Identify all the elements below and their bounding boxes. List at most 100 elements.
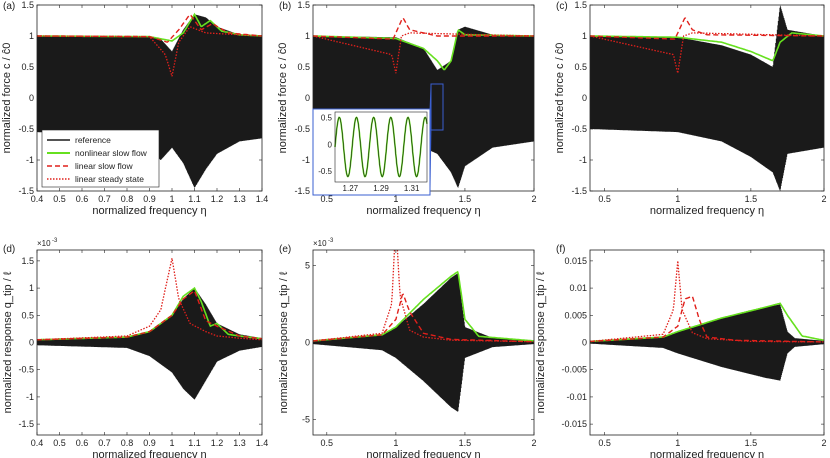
inset-y-tick-label: -0.5	[318, 167, 332, 176]
y-tick-label: -0.5	[571, 124, 587, 134]
series-linear-steady-state	[590, 32, 824, 74]
x-tick-label: 0.7	[98, 438, 111, 448]
x-tick-label: 1.3	[233, 194, 246, 204]
x-tick-label: 2	[821, 438, 826, 448]
inset-axes	[334, 111, 428, 183]
zoom-connector	[429, 83, 432, 110]
x-tick-label: 0.5	[598, 438, 611, 448]
panel-letter: (e)	[279, 244, 291, 255]
y-tick-label: 1.5	[574, 0, 587, 10]
y-tick-label: -1	[302, 155, 310, 165]
series-reference	[37, 288, 262, 400]
x-tick-label: 2	[531, 194, 536, 204]
x-tick-label: 1.5	[459, 194, 472, 204]
panel-letter: (c)	[556, 1, 568, 12]
series-linear-slow-flow	[590, 295, 824, 343]
x-tick-label: 1.2	[211, 194, 224, 204]
x-tick-label: 0.5	[321, 438, 334, 448]
legend-label: linear slow flow	[75, 161, 133, 171]
series-nonlinear-slow-flow	[590, 32, 824, 62]
x-axis-label: normalized frequency η	[92, 449, 206, 458]
plot-area	[37, 12, 262, 188]
x-tick-label: 0.6	[76, 194, 89, 204]
panel-e: (e) 0.5 1 1.5 2 -5 0 5 ×10 -3 normalized frequency…	[278, 238, 537, 458]
x-tick-label: 2	[531, 438, 536, 448]
y-tick-label: 0.5	[21, 310, 34, 320]
scale-note-exponent: -3	[328, 238, 334, 244]
panel-f: (f) 0.5 1 1.5 2 -0.015 -0.01 -0.005 0 0.005 0.01 0.…	[535, 244, 827, 458]
x-tick-label: 1.5	[459, 438, 472, 448]
axes-frame	[36, 4, 263, 192]
axes-frame	[36, 249, 263, 436]
y-tick-label: -0.005	[561, 365, 587, 375]
x-tick-label: 1.2	[211, 438, 224, 448]
y-tick-label: 0.5	[574, 62, 587, 72]
y-axis-label: normalized response q_tip / ℓ	[2, 271, 14, 413]
x-axis-label: normalized frequency η	[366, 449, 480, 458]
plot-area	[313, 250, 534, 412]
y-tick-label: -1	[26, 392, 34, 402]
x-axis-label: normalized frequency η	[650, 205, 764, 217]
y-tick-label: 1	[29, 283, 34, 293]
x-tick-label: 1.5	[745, 194, 758, 204]
axes-frame	[589, 249, 825, 436]
y-tick-label: -0.01	[566, 392, 587, 402]
x-axis-label: normalized frequency η	[366, 205, 480, 217]
plot-area	[590, 260, 824, 381]
y-tick-label: 0	[582, 338, 587, 348]
inset-x-tick-label: 1.31	[404, 184, 420, 193]
y-axis-label: normalized force c / ĉ0	[1, 43, 13, 154]
x-tick-label: 0.9	[143, 194, 156, 204]
inset-x-tick-label: 1.27	[343, 184, 359, 193]
axes-frame	[312, 249, 535, 436]
y-tick-label: 0.015	[564, 256, 587, 266]
y-tick-label: -1.5	[18, 419, 34, 429]
y-tick-label: -5	[302, 415, 310, 425]
x-tick-label: 1.4	[256, 194, 269, 204]
y-tick-label: 0	[582, 93, 587, 103]
y-tick-label: 1.5	[21, 256, 34, 266]
series-linear-slow-flow	[313, 17, 534, 40]
x-tick-label: 1	[675, 438, 680, 448]
x-tick-label: 0.8	[121, 194, 134, 204]
y-tick-label: 0.005	[564, 310, 587, 320]
y-tick-label: -0.5	[18, 124, 34, 134]
x-axis-label: normalized frequency η	[650, 449, 764, 458]
panel-a: (a) 0.4 0.5 0.6 0.7 0.8 0.9 1 1.1 1.2 1.3 1.4 -1.5 -1…	[1, 0, 268, 217]
x-tick-label: 0.5	[598, 194, 611, 204]
x-tick-label: 2	[821, 194, 826, 204]
inset-y-tick-label: 0.5	[321, 113, 333, 122]
x-tick-label: 0.5	[53, 438, 66, 448]
y-axis-label: normalized force c / ĉ0	[554, 43, 566, 154]
y-tick-label: -0.5	[294, 124, 310, 134]
panel-b: (b)0.5 1 1.5 2-1.5-1-0.500.511.5normalized …	[277, 0, 537, 217]
x-tick-label: 0.8	[121, 438, 134, 448]
y-tick-label: -1.5	[294, 186, 310, 196]
series-linear-slow-flow	[37, 289, 262, 341]
x-tick-label: 1	[169, 194, 174, 204]
x-tick-label: 0.6	[76, 438, 89, 448]
y-axis-label: normalized response q_tip / ℓ	[278, 271, 290, 413]
x-tick-label: 0.5	[53, 194, 66, 204]
x-tick-label: 0.7	[98, 194, 111, 204]
inset-series-reference	[334, 116, 428, 178]
y-tick-label: -1	[579, 155, 587, 165]
scale-note: ×10	[313, 239, 327, 248]
y-tick-label: 5	[305, 260, 310, 270]
zoom-window	[430, 83, 444, 131]
scale-note: ×10	[37, 239, 51, 248]
y-tick-label: 0	[29, 338, 34, 348]
x-tick-label: 1.5	[745, 438, 758, 448]
series-linear-steady-state	[313, 250, 534, 343]
y-tick-label: 0	[305, 338, 310, 348]
panel-letter: (a)	[3, 1, 15, 12]
series-linear-steady-state	[37, 258, 262, 341]
series-reference	[313, 273, 534, 412]
inset-x-tick-label: 1.29	[373, 184, 389, 193]
x-tick-label: 1.4	[256, 438, 269, 448]
y-tick-label: 1.5	[297, 0, 310, 10]
x-tick-label: 1.3	[233, 438, 246, 448]
panel-letter: (f)	[556, 244, 565, 255]
series-linear-steady-state	[313, 32, 534, 74]
